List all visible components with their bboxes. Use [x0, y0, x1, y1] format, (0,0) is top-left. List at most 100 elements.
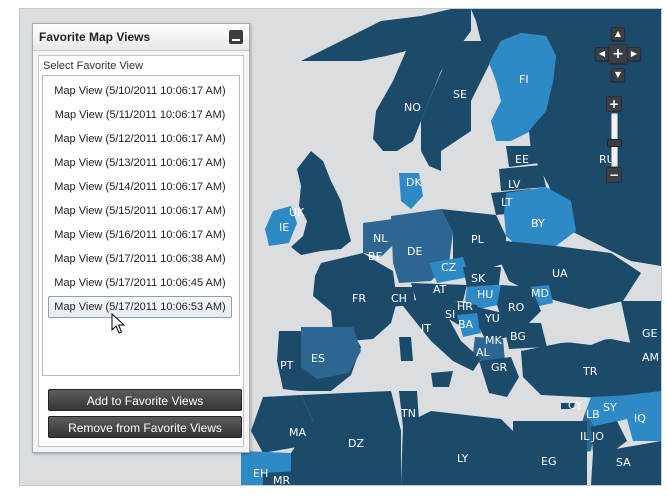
- select-favorite-label: Select Favorite View: [43, 60, 144, 72]
- pan-left-button[interactable]: ◀: [595, 47, 609, 61]
- pan-up-button[interactable]: ▲: [611, 27, 625, 41]
- country-label-tr: TR: [582, 365, 598, 378]
- country-label-at: AT: [433, 283, 447, 296]
- country-label-ua: UA: [552, 267, 568, 280]
- zoom-slider-track[interactable]: [607, 113, 622, 167]
- country-uk: [291, 151, 351, 255]
- country-slovakia: [463, 267, 501, 287]
- country-hungary: [465, 285, 507, 309]
- country-label-il: IL: [580, 430, 590, 443]
- country-benelux: [363, 219, 397, 257]
- country-label-si: SI: [445, 308, 455, 321]
- favorite-view-item[interactable]: Map View (5/17/2011 10:06:53 AM): [48, 296, 232, 318]
- pan-down-button[interactable]: ▼: [611, 68, 625, 82]
- favorite-view-item[interactable]: Map View (5/13/2011 10:06:17 AM): [54, 157, 226, 169]
- country-label-gr: GR: [491, 361, 508, 374]
- country-label-eg: EG: [541, 455, 556, 468]
- country-label-fi: FI: [519, 73, 529, 86]
- country-label-mr: MR: [273, 474, 290, 485]
- favorite-view-item[interactable]: Map View (5/17/2011 10:06:45 AM): [54, 277, 226, 289]
- country-label-sa: SA: [616, 456, 631, 469]
- country-label-no: NO: [404, 101, 421, 114]
- favorite-view-item[interactable]: Map View (5/14/2011 10:06:17 AM): [54, 181, 226, 193]
- country-latvia: [499, 165, 546, 191]
- country-serbia: [477, 307, 507, 343]
- country-label-hu: HU: [477, 288, 493, 301]
- country-algeria: [291, 391, 401, 485]
- country-label-lb: LB: [586, 408, 600, 421]
- favorite-view-item[interactable]: Map View (5/12/2011 10:06:17 AM): [54, 133, 226, 145]
- country-sardinia: [399, 337, 413, 361]
- country-sweden: [421, 41, 491, 171]
- country-label-ly: LY: [457, 452, 469, 465]
- country-label-mk: MK: [485, 334, 502, 347]
- country-label-de: DE: [407, 245, 422, 258]
- favorite-view-item[interactable]: Map View (5/16/2011 10:06:17 AM): [54, 229, 226, 241]
- favorite-view-item[interactable]: Map View (5/10/2011 10:06:17 AM): [54, 85, 226, 97]
- country-bulgaria: [503, 323, 547, 349]
- country-macedonia-albania: [473, 337, 505, 365]
- country-label-ba: BA: [458, 318, 474, 331]
- country-norway: [251, 9, 471, 151]
- country-label-es: ES: [311, 352, 325, 365]
- country-label-cy: CY: [568, 399, 582, 412]
- country-jordan: [591, 421, 627, 453]
- country-label-ro: RO: [508, 301, 525, 314]
- black-sea: [549, 317, 621, 345]
- panel-header: Favorite Map Views: [33, 24, 249, 51]
- country-label-sy: SY: [603, 401, 617, 414]
- favorite-view-item[interactable]: Map View (5/11/2011 10:06:17 AM): [54, 109, 226, 121]
- country-austria: [411, 283, 467, 303]
- country-label-ee: EE: [515, 153, 529, 166]
- country-label-lt: LT: [501, 196, 513, 209]
- country-saudi: [591, 441, 661, 485]
- country-label-iq: IQ: [634, 412, 646, 425]
- zoom-slider-thumb[interactable]: [607, 139, 622, 148]
- country-czech: [429, 257, 469, 283]
- country-poland: [441, 209, 506, 271]
- country-label-fr: FR: [352, 292, 366, 305]
- country-turkey: [521, 339, 661, 399]
- country-finland: [489, 33, 556, 141]
- baltic-sea: [441, 131, 501, 201]
- favorite-view-item[interactable]: Map View (5/17/2011 10:06:38 AM): [54, 253, 226, 265]
- favorite-map-views-panel: Favorite Map Views Select Favorite View …: [32, 23, 250, 453]
- pan-right-button[interactable]: ▶: [627, 47, 641, 61]
- country-denmark: [399, 173, 423, 209]
- zoom-out-button[interactable]: −: [606, 167, 622, 183]
- country-label-jo: JO: [591, 430, 604, 443]
- mouse-pointer-icon: [111, 313, 125, 334]
- country-label-al: AL: [476, 346, 491, 359]
- country-label-ie: IE: [279, 221, 289, 234]
- favorite-view-item[interactable]: Map View (5/15/2011 10:06:17 AM): [54, 205, 226, 217]
- country-mauritania: [263, 471, 301, 485]
- favorite-views-list[interactable]: Map View (5/10/2011 10:06:17 AM) Map View…: [42, 75, 240, 376]
- remove-from-favorites-button[interactable]: Remove from Favorite Views: [48, 416, 242, 438]
- country-label-se: SE: [453, 88, 467, 101]
- country-label-bg: BG: [510, 330, 526, 343]
- country-label-ma: MA: [289, 426, 306, 439]
- country-label-it: IT: [421, 322, 431, 335]
- add-to-favorites-button[interactable]: Add to Favorite Views: [48, 389, 242, 411]
- country-belarus: [504, 187, 576, 249]
- zoom-in-button[interactable]: +: [606, 96, 622, 112]
- country-label-pt: PT: [280, 359, 294, 372]
- country-france: [313, 253, 397, 341]
- country-italy: [399, 299, 481, 371]
- country-label-ru: RU: [599, 153, 615, 166]
- panel-body: Select Favorite View Map View (5/10/2011…: [38, 55, 244, 447]
- country-portugal: [277, 331, 299, 391]
- country-label-lv: LV: [508, 178, 521, 191]
- country-romania: [497, 285, 541, 323]
- country-estonia: [506, 146, 539, 167]
- country-label-ge: GE: [642, 327, 658, 340]
- minimize-icon[interactable]: [229, 30, 243, 44]
- reset-view-button[interactable]: +: [608, 44, 628, 64]
- country-label-ch: CH: [391, 292, 407, 305]
- country-morocco: [251, 395, 313, 453]
- country-label-dz: DZ: [348, 437, 364, 450]
- country-label-pl: PL: [471, 233, 485, 246]
- country-tunisia: [399, 391, 419, 427]
- country-cyprus: [561, 403, 575, 409]
